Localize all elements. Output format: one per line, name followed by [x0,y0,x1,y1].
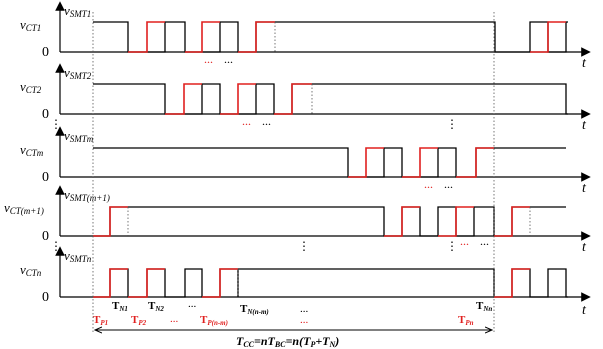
waveform-red [128,21,165,53]
waveform-red [185,21,220,53]
label-tp2: TP2 [131,314,147,327]
waveform-red [93,206,128,237]
ellipsis-red: ... [460,234,469,248]
vdots-left: ⋮ [50,239,62,253]
panel-smt2: vSMT2 vCT2 0 t ... ... ⋮ ⋮ [20,63,591,133]
period-formula: TCC=nTBC=n(TP+TN) [236,334,339,349]
waveform-black [93,147,566,178]
waveform-black [93,83,568,115]
time-axis-label: t [582,181,587,196]
zero-label: 0 [42,229,49,244]
time-axis-label: t [582,56,587,71]
panel-smt1: vSMT1 vCT1 0 t ... ... [20,1,591,71]
waveform-red [384,206,420,237]
ellipsis-red: ... [424,177,433,191]
waveform-red [456,147,494,178]
label-tp1: TP1 [93,314,108,327]
vdots-mid: ⋮ [298,239,310,253]
waveform-red [274,83,312,115]
panel-smtm1: vSMT(m+1) vCT(m+1) 0 t ... ... ⋮ ⋮ ⋮ [4,185,591,255]
waveform-red [348,147,384,178]
ellipsis-black: ... [224,52,233,66]
label-tnn: TNn [476,300,492,313]
time-axis-label: t [582,118,587,133]
label-tpnm: TP(n-m) [200,314,228,327]
panel-smtm: vSMTm vCTm 0 t ... ... [20,126,591,196]
zero-label: 0 [42,107,49,122]
zero-label: 0 [42,170,49,185]
ellipsis-red: ... [170,313,179,325]
ellipsis-black: ... [188,298,197,310]
level-label: vCT2 [20,79,42,95]
label-tnnm: TN(n-m) [240,303,269,316]
voltage-axis-label: vSMTm [64,128,94,144]
time-axis-label: t [582,240,587,255]
ellipsis-black: ... [480,234,489,248]
waveform-red [238,21,275,53]
level-label: vCTm [20,142,44,158]
waveform-red [494,268,530,298]
vdots-right: ⋮ [446,117,458,131]
ellipsis-black: ... [444,177,453,191]
time-axis-label: t [582,303,587,318]
waveform-black [93,21,568,53]
voltage-axis-label: vSMT(m+1) [64,187,110,203]
waveform-red [220,83,256,115]
ellipsis-red: ... [242,114,251,128]
waveform-black [93,206,566,237]
waveform-black [93,268,568,298]
voltage-axis-label: vSMTn [64,248,92,264]
waveform-red [530,21,566,53]
level-label: vCT1 [20,17,41,33]
ellipsis-red: ... [300,314,309,326]
level-label: vCTn [20,262,42,278]
vdots-right: ⋮ [446,239,458,253]
panel-smtn: vSMTn vCTn 0 t TN1 TN2 ... TN(n-m) ... T… [20,246,591,327]
vdots-left: ⋮ [50,117,62,131]
waveform-red [202,268,238,298]
label-tpn: TPn [458,314,474,327]
voltage-axis-label: vSMT1 [64,3,91,19]
zero-label: 0 [42,45,49,60]
waveform-red [494,206,530,237]
ellipsis-black: ... [300,303,309,315]
label-tn2: TN2 [148,300,164,313]
waveform-red [93,268,128,298]
waveform-red [438,206,474,237]
voltage-axis-label: vSMT2 [64,65,92,81]
waveform-red [165,83,202,115]
zero-label: 0 [42,290,49,305]
waveform-red [402,147,438,178]
level-label: vCT(m+1) [4,200,44,216]
ellipsis-black: ... [262,114,271,128]
waveform-red [128,268,165,298]
label-tn1: TN1 [112,300,128,313]
ellipsis-red: ... [204,52,213,66]
